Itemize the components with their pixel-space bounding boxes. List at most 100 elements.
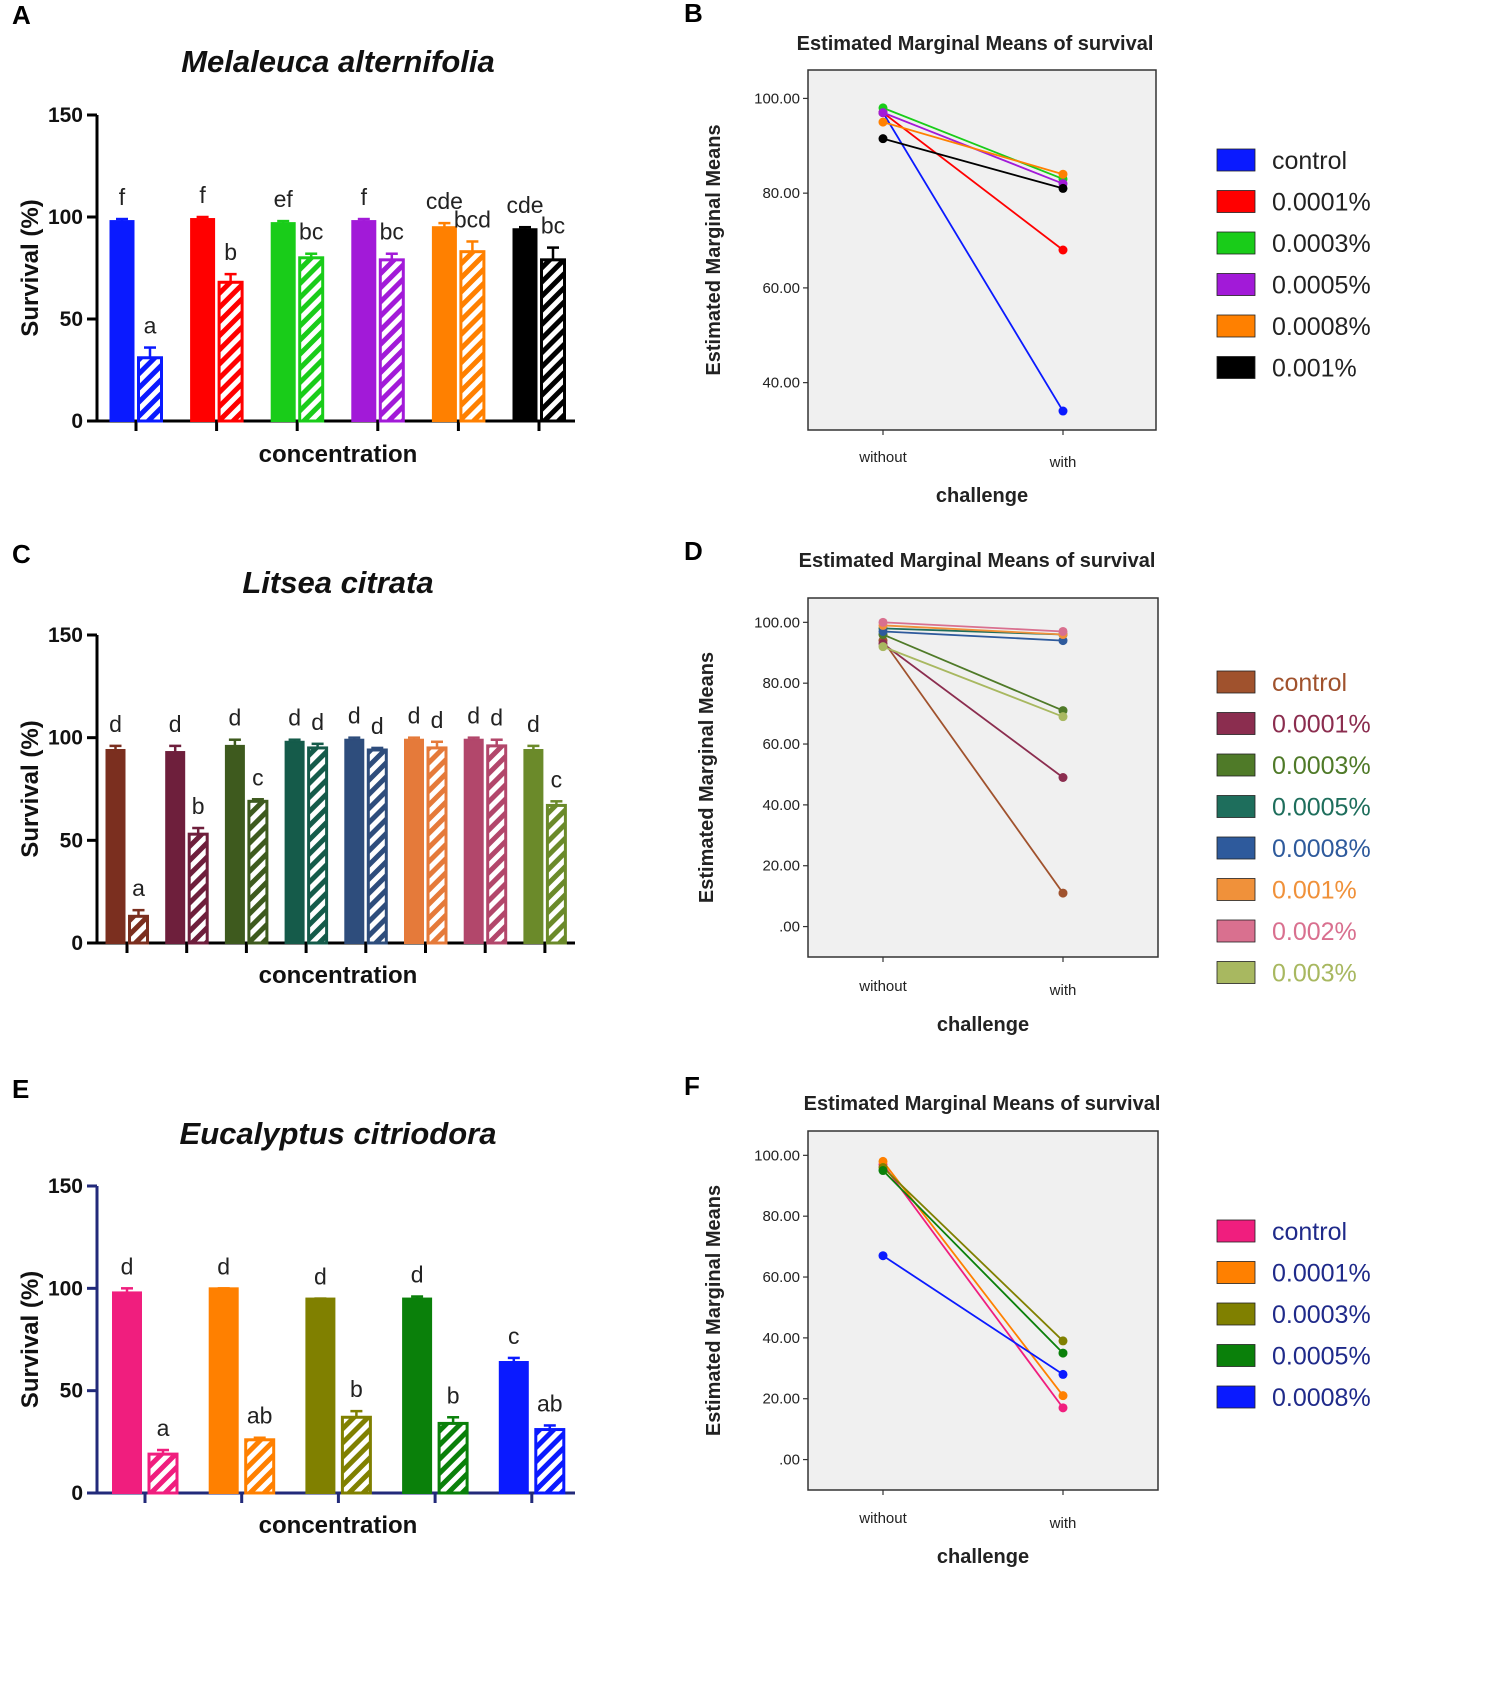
bar-with [247,799,269,945]
bar-without [344,738,365,944]
legend-label: 0.003% [1272,960,1357,988]
bar-without [431,226,457,422]
significance-letter-without: d [217,1253,230,1279]
significance-letter-without: d [229,705,242,731]
panel-label: E [12,1074,29,1104]
bar-group: db [402,1262,469,1503]
y-tick-label: 100.00 [754,1147,800,1164]
y-tick-label: 20.00 [762,858,800,875]
bar-group: dc [224,705,269,953]
legend: control 0.0001% 0.0003% 0.0005% 0.0008% 0.001… [1216,669,1371,988]
y-tick-label: 20.00 [762,1391,800,1408]
significance-letter-with: b [350,1376,363,1402]
x-axis-title: concentration [259,962,418,989]
significance-letter-without: d [467,703,480,729]
legend-swatch [1216,712,1256,735]
y-tick-label: .00 [779,1452,800,1469]
significance-letter-without: d [109,711,122,737]
series-segment [882,633,1064,712]
legend-label: 0.001% [1272,877,1357,905]
legend-swatch [1216,878,1256,901]
legend-swatch [1216,1344,1256,1367]
legend-label: 0.0003% [1272,752,1371,780]
significance-letter-with: bc [541,213,565,239]
bar-panel-a: A Melaleuca alternifolia 0 50 100 150 Survival… [12,0,575,468]
series-segment [882,630,1064,642]
bar-without [224,744,245,944]
bar-without [523,748,544,945]
y-tick-label: 80.00 [762,1208,800,1225]
series-line [878,617,1068,636]
bar-without [270,222,296,422]
bar-group: fbc [351,184,405,431]
legend-item: 0.0003% [1216,230,1371,258]
chart-title: Melaleuca alternifolia [181,44,495,79]
legend-item: 0.0003% [1216,752,1371,780]
chart-title: Litsea citrata [242,565,433,600]
y-tick-label: 50 [60,308,83,331]
data-point-without [878,134,888,144]
legend-swatch [1216,356,1256,379]
bar-without [112,1291,142,1494]
legend-swatch [1216,1385,1256,1409]
legend-item: control [1216,669,1347,697]
line-panel-d: D Estimated Marginal Means of survival .00… [684,536,1371,1036]
data-point-with [1058,1369,1068,1379]
data-point-with [1058,1336,1068,1346]
significance-letter-without: ef [274,186,294,212]
bar-without [498,1361,529,1494]
y-tick-label: 0 [71,932,83,955]
data-point-with [1058,773,1068,782]
significance-letter-with: d [311,709,324,735]
line-panel-b: B Estimated Marginal Means of survival 40.… [684,0,1371,507]
x-tick-label: without [858,1510,907,1527]
significance-letter-without: d [527,711,540,737]
bar-with [486,744,508,945]
bar-group: da [112,1253,179,1503]
y-tick-label: 60.00 [762,1269,800,1286]
significance-letter-with: b [224,239,237,265]
bar-without [105,748,126,945]
legend-item: 0.0005% [1216,794,1371,822]
y-tick-label: 150 [48,104,83,127]
significance-letter-without: d [121,1253,134,1279]
y-tick-label: 150 [48,1175,83,1198]
x-axis-title: concentration [259,1512,418,1539]
x-tick-label: without [858,449,907,466]
legend-swatch [1216,795,1256,818]
series-segment [882,107,1064,180]
panel-label: D [684,536,703,566]
legend-label: 0.002% [1272,918,1357,946]
legend-label: 0.0008% [1272,1384,1371,1412]
legend-swatch [1216,753,1256,777]
bar-without [463,738,484,944]
significance-letter-without: cde [426,188,463,214]
legend-label: 0.0005% [1272,272,1371,300]
x-tick-label: with [1049,1515,1077,1532]
significance-letter-without: d [408,703,421,729]
bar-without [402,1297,433,1494]
legend-item: 0.003% [1216,960,1357,988]
y-axis-title: Estimated Marginal Means [703,1185,725,1436]
bar-without [351,220,377,422]
series-segment [882,645,1064,718]
plot-area [807,69,1157,431]
significance-letter-without: d [411,1262,424,1288]
legend-label: control [1272,147,1347,175]
y-axis-title: Survival (%) [17,720,44,857]
series-line [878,1251,1068,1379]
x-axis-title: challenge [937,1014,1029,1036]
y-tick-label: 50 [60,1380,83,1403]
legend-label: 0.0001% [1272,189,1371,217]
significance-letter-without: d [288,705,301,731]
chart-title: Estimated Marginal Means of survival [799,550,1156,572]
significance-letter-with: b [447,1382,460,1408]
legend-swatch [1216,231,1256,255]
legend-label: 0.0008% [1272,313,1371,341]
data-point-with [1058,245,1068,255]
significance-letter-with: d [431,707,444,733]
legend-item: control [1216,1218,1347,1246]
series-segment [882,640,1064,894]
